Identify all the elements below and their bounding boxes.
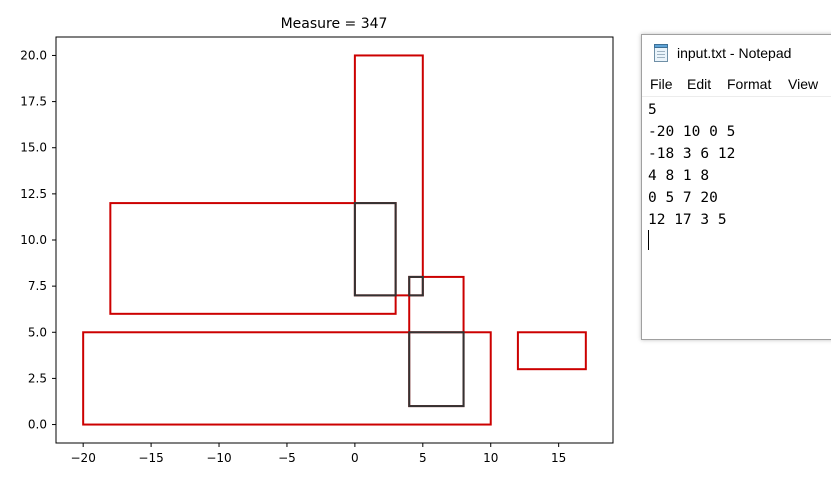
text-line: 5 [648,102,657,118]
x-tick-label: −10 [206,451,231,465]
rectangle-0 [82,331,492,426]
rectangle-1 [109,202,397,315]
x-tick-label: −15 [138,451,163,465]
plot-area-frame [55,36,614,444]
notepad-title: input.txt - Notepad [677,45,792,61]
x-tick-label: 10 [483,451,498,465]
y-tick-label: 2.5 [28,371,47,385]
x-axis: −20 −15 −10 −5 0 5 10 15 [71,443,566,465]
overlap-rectangle-1 [408,275,424,297]
notepad-text-area[interactable]: 5 -20 10 0 5 -18 3 6 12 4 8 1 8 0 5 7 20… [648,99,735,231]
y-tick-label: 12.5 [20,187,47,201]
chart: Measure = 347 −20 −15 −10 −5 0 5 10 15 0.0 2.5 5.… [20,16,614,465]
x-tick-label: 15 [551,451,566,465]
text-caret [648,230,649,250]
y-tick-label: 5.0 [28,325,47,339]
y-tick-label: 20.0 [20,48,47,62]
y-tick-label: 17.5 [20,95,47,109]
notepad-window[interactable]: input.txt - Notepad File Edit Format Vie… [641,34,831,340]
x-tick-label: −20 [71,451,96,465]
notepad-icon [654,44,668,62]
overlap-rectangle-0 [353,202,397,297]
notepad-titlebar[interactable]: input.txt - Notepad [642,35,831,71]
overlap-rectangle-2 [408,331,465,408]
text-line: 12 17 3 5 [648,212,727,228]
x-tick-label: 0 [351,451,359,465]
y-tick-label: 15.0 [20,141,47,155]
rectangle-3 [353,54,424,297]
menu-view[interactable]: View [788,76,819,92]
y-tick-label: 7.5 [28,279,47,293]
y-axis: 0.0 2.5 5.0 7.5 10.0 12.5 15.0 17.5 20.0 [20,48,56,432]
x-tick-label: −5 [278,451,296,465]
menu-format[interactable]: Format [727,76,772,92]
y-tick-label: 10.0 [20,233,47,247]
text-line: 0 5 7 20 [648,190,718,206]
menubar-divider [642,96,831,97]
menu-edit[interactable]: Edit [687,76,712,92]
x-tick-label: 5 [419,451,427,465]
rectangle-4 [516,331,587,371]
y-tick-label: 0.0 [28,418,47,432]
text-line: 4 8 1 8 [648,168,710,184]
text-line: -20 10 0 5 [648,124,736,140]
chart-title: Measure = 347 [281,16,388,32]
menu-file[interactable]: File [650,76,673,92]
notepad-menubar: File Edit Format View [642,73,831,95]
chart-shapes [82,54,587,426]
text-line: -18 3 6 12 [648,146,736,162]
